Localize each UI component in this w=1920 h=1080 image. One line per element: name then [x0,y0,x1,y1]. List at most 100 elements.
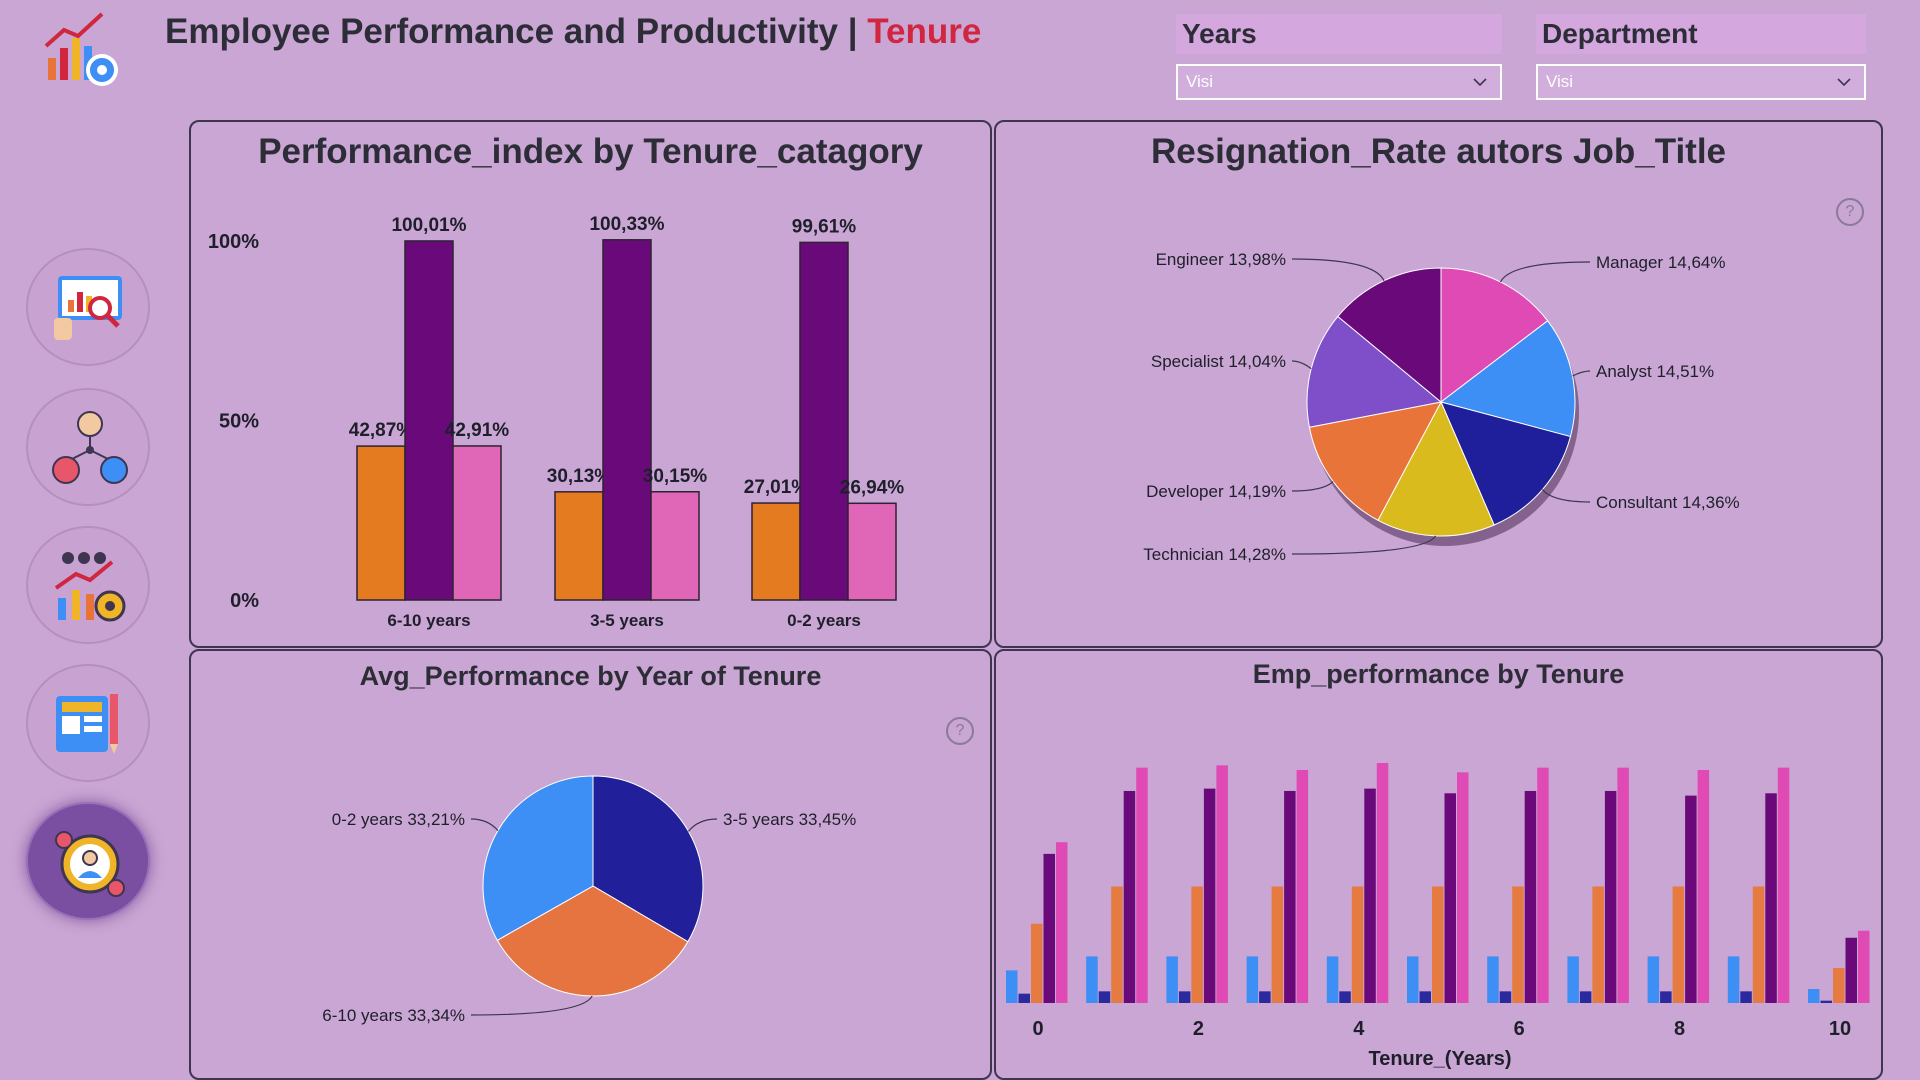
bar [1284,790,1296,1003]
bar [1499,991,1512,1003]
bar [1419,991,1431,1003]
department-dropdown-value: Visi [1546,72,1574,91]
x-tick-label: 8 [1674,1018,1685,1040]
pie-leader-line [1541,489,1591,503]
x-tick-label: 0 [1032,1018,1043,1040]
pie-leader-line [1499,261,1591,283]
x-axis-label: Tenure_(Years) [1368,1048,1511,1070]
x-tick-label: 3-5 years [590,611,664,630]
pie-slice [1440,401,1572,526]
pie-label: 6-10 years 33,34% [322,1006,465,1025]
data-label: 30,15% [643,466,708,487]
org-structure-icon [52,411,128,484]
bar [1740,991,1752,1003]
pie-leader-line [1291,481,1334,492]
bar [1191,886,1203,1003]
bar [1604,790,1617,1003]
bar [1259,991,1271,1003]
bar [1166,956,1178,1003]
data-label: 99,61% [792,216,857,237]
bar [1820,1000,1832,1003]
help-icon[interactable]: ? [946,717,974,745]
bar [1123,790,1136,1003]
dashboard-analytics-icon [54,276,122,340]
pie-leader-line [1291,258,1385,281]
department-dropdown[interactable]: Visi [1536,64,1866,100]
bar [1672,886,1685,1003]
bar [554,491,604,601]
bar [1098,991,1111,1003]
help-icon[interactable]: ? [1836,198,1864,226]
x-tick-label: 2 [1193,1018,1204,1040]
bar [1457,772,1469,1003]
pie-label: Consultant 14,36% [1596,493,1740,512]
data-label: 27,01% [744,477,809,498]
bar [1685,795,1697,1003]
bar [1018,993,1030,1003]
bar [1216,765,1228,1003]
bar [751,502,801,601]
avg-performance-title: Avg_Performance by Year of Tenure [359,661,822,691]
bar [1487,956,1499,1003]
chevron-down-icon [1473,78,1487,87]
pie-label: Developer 14,19% [1146,482,1286,501]
y-tick-label: 50% [219,411,259,433]
pie-leader-line [687,818,718,832]
bar [1031,923,1043,1003]
pie-label: Analyst 14,51% [1596,362,1714,381]
x-tick-label: 10 [1829,1018,1851,1040]
page-title-accent: Tenure [867,12,982,51]
data-label: 42,87% [349,420,414,441]
nav-dashboard-button[interactable] [26,248,150,366]
years-slicer-label: Years [1176,14,1502,54]
performance-index-panel: Performance_index by Tenure_catagory 100… [189,120,992,648]
bar [1697,769,1710,1003]
bar [1537,767,1549,1003]
data-label: 26,94% [840,477,905,498]
bar [1592,886,1604,1003]
nav-report-tools-button[interactable] [26,664,150,782]
pie-leader-line [1291,360,1312,370]
years-slicer: Years Visi [1176,14,1502,100]
pie-leader-line [1291,535,1437,555]
bar [1246,956,1259,1003]
employee-cycle-icon [55,831,125,897]
bar [1727,956,1740,1003]
x-tick-label: 4 [1353,1018,1365,1040]
bar [1006,970,1018,1003]
pie-slice [482,775,594,941]
nav-team-growth-button[interactable] [26,526,150,644]
pie-label: Engineer 13,98% [1156,250,1286,269]
data-label: 100,01% [391,215,466,236]
bar [1444,793,1456,1003]
bar [1765,793,1777,1003]
nav-employee-button[interactable] [26,802,150,920]
years-dropdown[interactable]: Visi [1176,64,1502,100]
performance-index-title: Performance_index by Tenure_catagory [258,132,923,171]
pie-slice [1337,267,1442,404]
pie-slice [1308,401,1442,521]
pie-leader-line [470,995,593,1016]
emp-performance-title: Emp_performance by Tenure [1252,659,1625,689]
bar [1296,769,1309,1003]
data-label: 100,33% [589,214,664,235]
bar [404,240,454,601]
bar [1407,956,1419,1003]
bar [356,445,406,601]
resignation-rate-chart: Manager 14,64% Analyst 14,51% Consultant 1… [1143,250,1740,564]
resignation-rate-panel: Resignation_Rate autors Job_Title ? Mana… [994,120,1883,648]
bar [1376,763,1389,1003]
pie-leader-line [1572,370,1591,377]
pie-label: 3-5 years 33,45% [723,810,856,829]
page-title-main: Employee Performance and Productivity | [165,12,858,51]
y-tick-label: 100% [208,231,259,253]
report-tools-icon [56,694,118,754]
bar [1111,886,1123,1003]
bar [1579,991,1592,1003]
bar [1752,886,1765,1003]
app-logo-icon [40,8,140,92]
nav-organization-button[interactable] [26,388,150,506]
x-tick-label: 0-2 years [787,611,861,630]
bar [1432,886,1444,1003]
bar [1833,968,1845,1003]
